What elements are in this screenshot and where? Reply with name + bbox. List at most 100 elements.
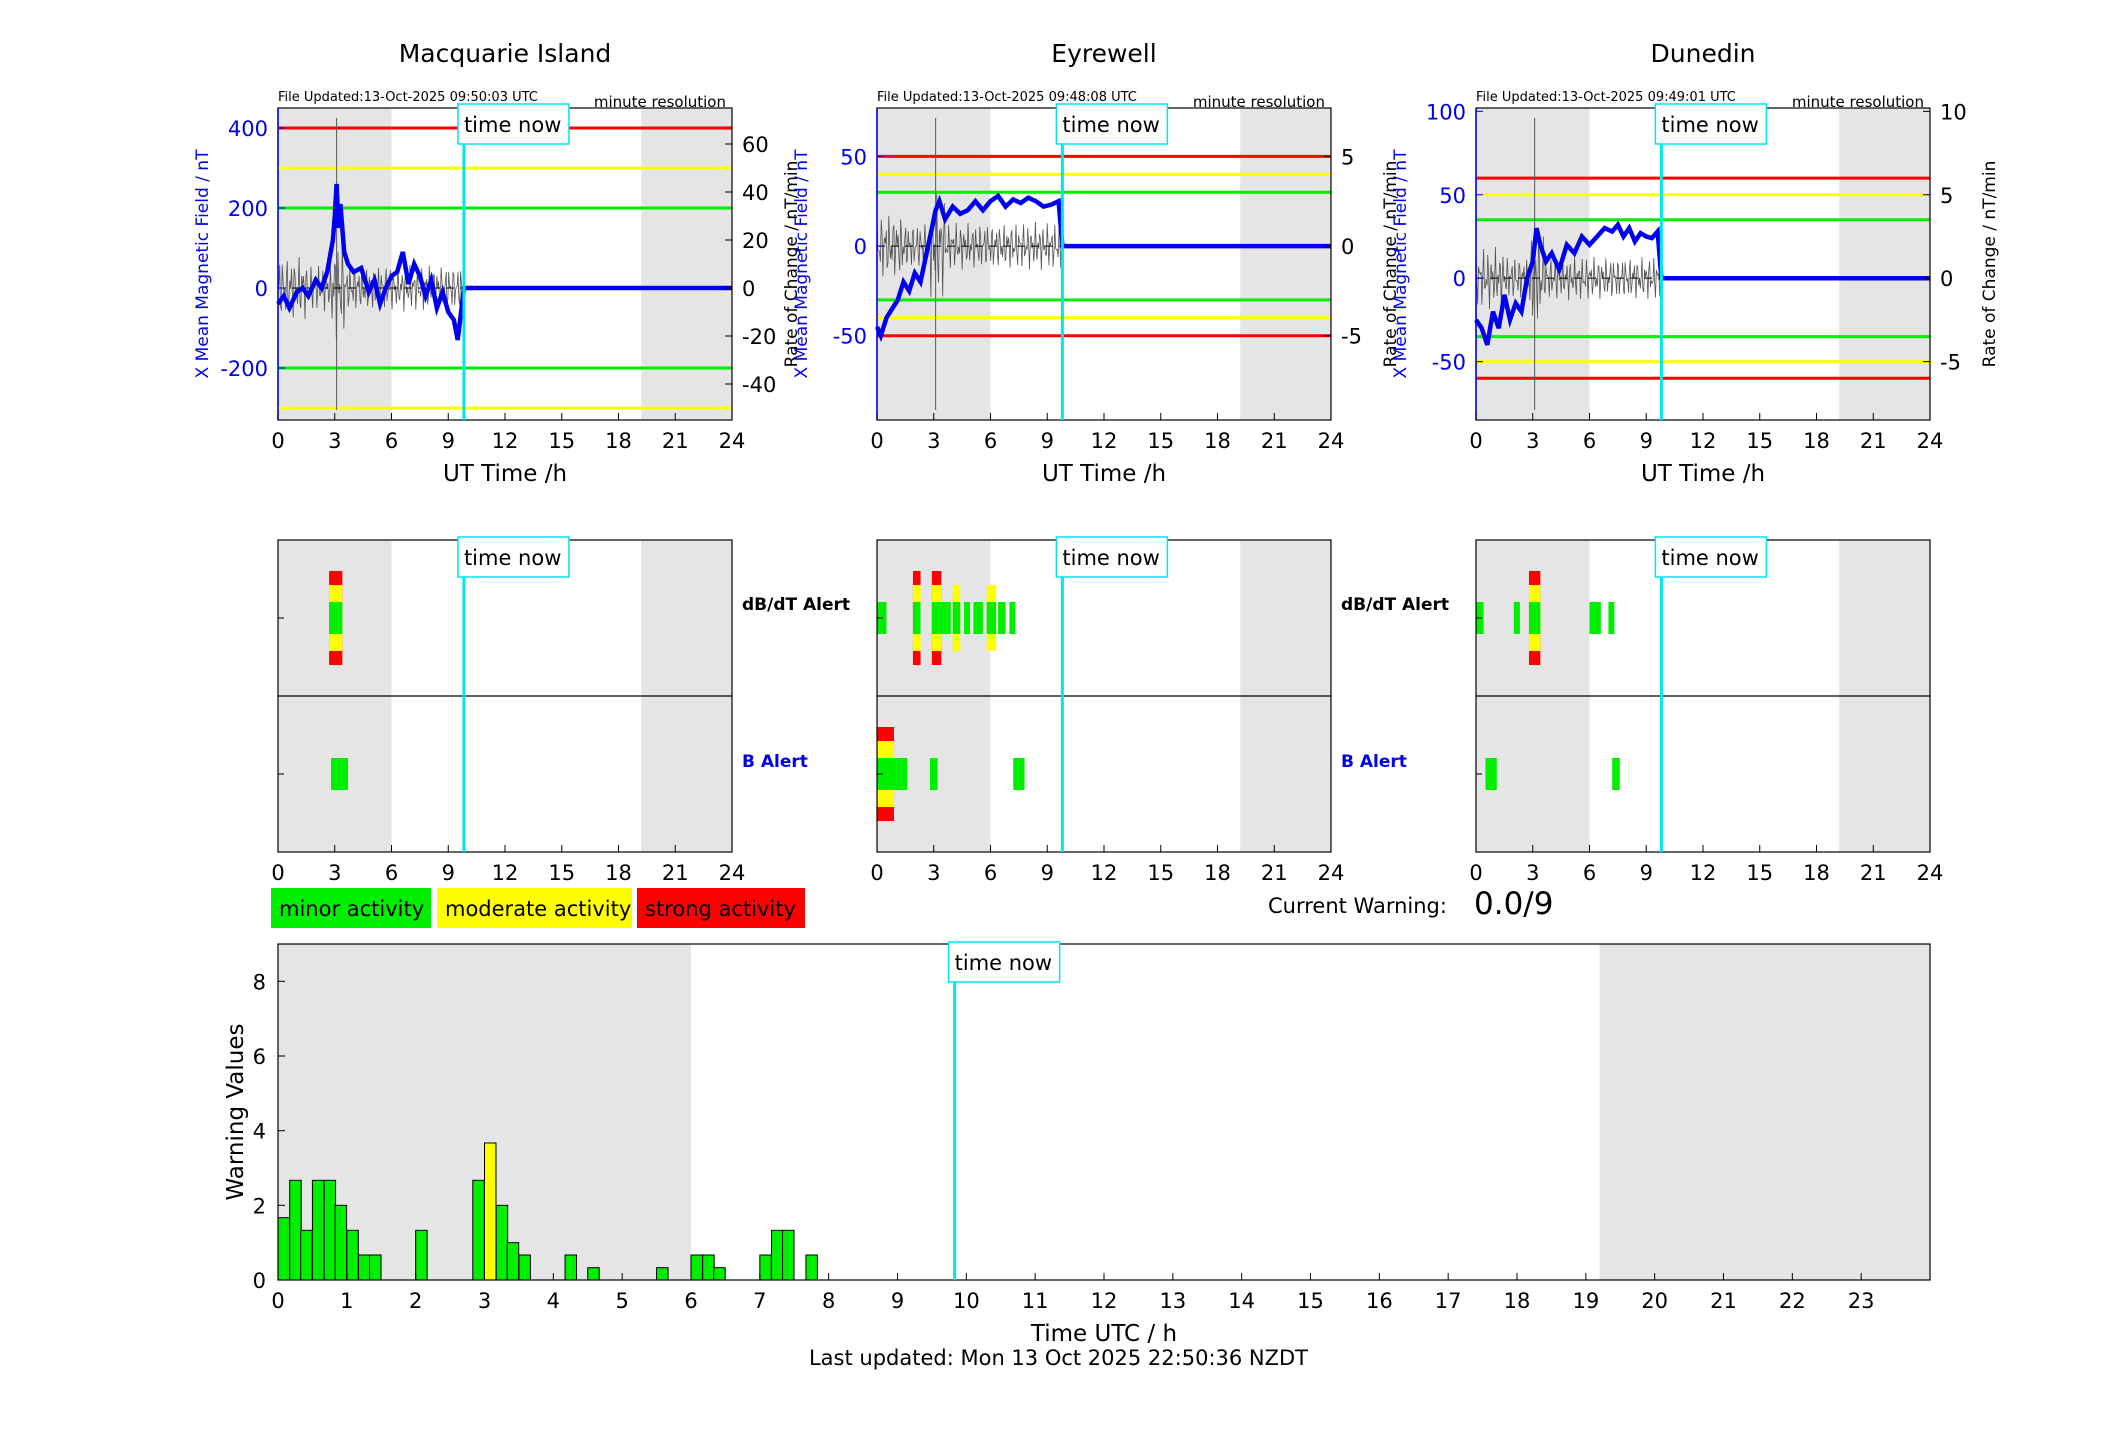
alert-chart-2: 0 3 6 9 12 15 18 21 24 dB/dT Alert B Alert time now bbox=[870, 536, 1449, 885]
left-tick-label: 50 bbox=[840, 145, 867, 169]
x-tick-label: 9 bbox=[442, 861, 455, 885]
x-tick-label: 0 bbox=[1469, 861, 1482, 885]
left-tick-label: -50 bbox=[833, 325, 867, 349]
station-title: Eyrewell bbox=[1051, 39, 1156, 68]
y-axis-label: Warning Values bbox=[223, 1023, 249, 1200]
x-tick-label: 12 bbox=[1690, 429, 1717, 453]
warning-bar-6 bbox=[346, 1229, 359, 1281]
b-alert-minor-0 bbox=[1485, 758, 1497, 790]
dbdt-alert-label: dB/dT Alert bbox=[1341, 595, 1449, 615]
warning-bar-21 bbox=[759, 1254, 772, 1281]
right-axis-label: Rate of Change / nT/min bbox=[1381, 161, 1401, 368]
y-tick-label: 6 bbox=[253, 1045, 266, 1069]
x-tick-label: 18 bbox=[1803, 429, 1830, 453]
x-field-trace bbox=[1474, 220, 1930, 346]
night-shade-1 bbox=[1839, 108, 1930, 420]
x-tick-label: 18 bbox=[1803, 861, 1830, 885]
legend-swatch-2 bbox=[637, 888, 805, 928]
warning-bar-8 bbox=[369, 1254, 382, 1281]
x-tick-label: 3 bbox=[328, 861, 341, 885]
x-tick-label: 0 bbox=[271, 1289, 284, 1313]
legend-label-2: strong activity bbox=[645, 897, 796, 921]
warning-bar-17 bbox=[656, 1267, 669, 1281]
x-tick-label: 2 bbox=[409, 1289, 422, 1313]
warning-bar-18 bbox=[690, 1254, 703, 1281]
x-tick-label: 7 bbox=[753, 1289, 766, 1313]
x-tick-label: 0 bbox=[1469, 429, 1482, 453]
resolution-label: minute resolution bbox=[594, 93, 726, 111]
x-tick-label: 15 bbox=[548, 861, 575, 885]
dbdt-alert-minor-4 bbox=[952, 602, 961, 634]
x-axis-label: UT Time /h bbox=[1042, 461, 1166, 487]
x-tick-label: 12 bbox=[1091, 429, 1118, 453]
field-chart-1: 0 3 6 9 12 15 18 21 24-2000200400-40-200204060Ma… bbox=[193, 39, 802, 487]
x-tick-label: 24 bbox=[719, 429, 746, 453]
x-tick-label: 16 bbox=[1366, 1289, 1393, 1313]
x-tick-label: 23 bbox=[1848, 1289, 1875, 1313]
x-tick-label: 3 bbox=[927, 861, 940, 885]
file-updated-label: File Updated:13-Oct-2025 09:49:01 UTC bbox=[1476, 90, 1736, 105]
x-tick-label: 9 bbox=[1041, 429, 1054, 453]
dbdt-alert-minor-1 bbox=[1513, 602, 1520, 634]
dbdt-alert-minor-9 bbox=[1009, 602, 1016, 634]
x-tick-label: 9 bbox=[891, 1289, 904, 1313]
x-tick-label: 3 bbox=[1526, 429, 1539, 453]
left-tick-label: 0 bbox=[854, 235, 867, 259]
activity-legend: minor activity moderate activity strong ac… bbox=[271, 888, 805, 928]
x-tick-label: 5 bbox=[615, 1289, 628, 1313]
b-alert-minor-2 bbox=[929, 758, 938, 790]
x-tick-label: 15 bbox=[1297, 1289, 1324, 1313]
x-tick-label: 21 bbox=[662, 861, 689, 885]
x-tick-label: 6 bbox=[1583, 861, 1596, 885]
legend-label-1: moderate activity bbox=[445, 897, 631, 921]
last-updated: Last updated: Mon 13 Oct 2025 22:50:36 N… bbox=[808, 1346, 1309, 1370]
x-tick-label: 3 bbox=[927, 429, 940, 453]
x-tick-label: 21 bbox=[1261, 429, 1288, 453]
time-now-box bbox=[1055, 536, 1169, 578]
right-tick-label: 0 bbox=[1341, 235, 1354, 259]
legend-label-0: minor activity bbox=[279, 897, 424, 921]
legend-swatch-1 bbox=[437, 888, 632, 928]
b-alert-minor-3 bbox=[1013, 758, 1025, 790]
x-tick-label: 15 bbox=[1746, 429, 1773, 453]
x-axis-label: UT Time /h bbox=[1641, 461, 1765, 487]
warning-bar-15 bbox=[564, 1254, 578, 1281]
warning-bar-11 bbox=[484, 1142, 497, 1281]
x-tick-label: 18 bbox=[1504, 1289, 1531, 1313]
night-shade-1 bbox=[1599, 944, 1930, 1280]
b-alert-minor-0 bbox=[877, 758, 895, 790]
warning-bar-16 bbox=[587, 1267, 600, 1281]
x-tick-label: 0 bbox=[870, 861, 883, 885]
dbdt-alert-minor-2 bbox=[931, 602, 942, 634]
x-tick-label: 6 bbox=[684, 1289, 697, 1313]
x-tick-label: 9 bbox=[1041, 861, 1054, 885]
y-tick-label: 2 bbox=[253, 1194, 266, 1218]
x-tick-label: 0 bbox=[271, 429, 284, 453]
dbdt-alert-minor-2 bbox=[1528, 602, 1541, 634]
current-warning-label: Current Warning: bbox=[1268, 894, 1447, 918]
x-tick-label: 21 bbox=[1860, 861, 1887, 885]
x-tick-label: 1 bbox=[340, 1289, 353, 1313]
time-now-box bbox=[457, 536, 570, 578]
dbdt-alert-minor-8 bbox=[998, 602, 1006, 634]
dbdt-alert-minor-6 bbox=[973, 602, 983, 634]
b-alert-minor-0 bbox=[330, 758, 348, 790]
time-now-label: time now bbox=[955, 951, 1052, 975]
x-field-trace bbox=[874, 192, 1331, 343]
x-tick-label: 12 bbox=[492, 861, 519, 885]
y-tick-label: 8 bbox=[253, 970, 266, 994]
left-tick-label: 100 bbox=[1426, 100, 1466, 124]
x-tick-label: 3 bbox=[478, 1289, 491, 1313]
warning-bar-9 bbox=[415, 1229, 428, 1281]
time-now-label: time now bbox=[464, 113, 561, 137]
x-tick-label: 6 bbox=[385, 429, 398, 453]
dbdt-alert-minor-0 bbox=[329, 602, 343, 634]
dbdt-alert-minor-4 bbox=[1608, 602, 1615, 634]
x-tick-label: 12 bbox=[1091, 1289, 1118, 1313]
x-tick-label: 15 bbox=[1147, 861, 1174, 885]
x-tick-label: 24 bbox=[719, 861, 746, 885]
legend-swatch-0 bbox=[271, 888, 431, 928]
x-tick-label: 12 bbox=[1690, 861, 1717, 885]
x-tick-label: 9 bbox=[1640, 861, 1653, 885]
x-tick-label: 21 bbox=[1710, 1289, 1737, 1313]
